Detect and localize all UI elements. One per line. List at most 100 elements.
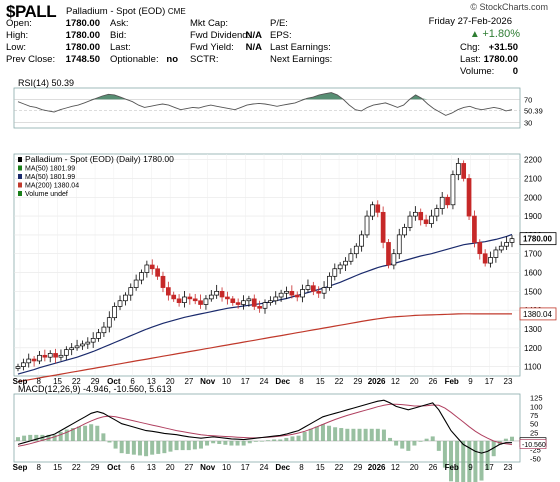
x-tick-label: 27: [184, 377, 193, 386]
x-tick-label: 22: [335, 463, 344, 472]
candle-body: [165, 287, 171, 296]
watermark: © StockCharts.com: [470, 2, 548, 12]
macd-histogram-bar: [406, 440, 411, 451]
x-tick-label: 20: [410, 463, 419, 472]
candle-body: [69, 347, 75, 351]
quote-label: Last:: [110, 42, 131, 53]
macd-tick-label: 50: [530, 420, 538, 429]
macd-histogram-bar: [473, 440, 478, 482]
quote-value: no: [166, 54, 178, 65]
macd-histogram-bar: [76, 426, 81, 441]
x-tick-label: 22: [72, 377, 81, 386]
x-tick-label: 15: [53, 463, 62, 472]
quote-value: N/A: [245, 30, 262, 41]
quote-label: EPS:: [270, 30, 292, 41]
candle-body: [423, 219, 429, 224]
macd-histogram-bar: [52, 434, 57, 441]
macd-histogram-bar: [461, 440, 466, 482]
candle-body: [300, 289, 305, 298]
quote-date: Friday 27-Feb-2026: [428, 16, 512, 27]
macd-histogram-bar: [491, 440, 496, 457]
candle-body: [305, 285, 311, 290]
x-tick-label: Nov: [200, 377, 216, 386]
x-tick-label: 12: [391, 463, 400, 472]
rsi-label: RSI(14) 50.39: [18, 78, 74, 88]
ma200-tag-label: 1380.04: [523, 310, 552, 319]
x-tick-label: 12: [391, 377, 400, 386]
up-arrow-icon: ▲: [469, 29, 480, 40]
macd-histogram-bar: [290, 436, 295, 441]
macd-histogram-bar: [113, 440, 118, 449]
ticker-symbol: $PALL: [6, 2, 57, 21]
candle-body: [348, 253, 354, 262]
candle-body: [149, 264, 155, 270]
macd-histogram-bar: [296, 435, 301, 441]
macd-histogram-bar: [89, 424, 94, 441]
macd-histogram-bar: [46, 434, 51, 441]
candle-body: [225, 296, 230, 300]
candle-body: [155, 268, 160, 277]
quote-label: High:: [6, 30, 29, 41]
macd-histogram-bar: [278, 439, 283, 441]
candle-body: [477, 242, 483, 255]
candle-body: [235, 302, 241, 305]
macd-value-tag: [519, 439, 547, 449]
quote-label: Optionable:: [110, 54, 159, 65]
x-tick-label: 6: [130, 377, 135, 386]
macd-histogram-bar: [442, 440, 447, 468]
quote-value: 1780.00: [65, 30, 100, 41]
y-tick-label: 1100: [524, 363, 542, 372]
candle-body: [445, 196, 450, 206]
quote-value: 1780.00: [65, 18, 100, 29]
candle-body: [192, 298, 198, 302]
macd-tick-label: 25: [530, 428, 538, 437]
macd-histogram-bar: [156, 440, 161, 454]
candle-body: [257, 306, 262, 309]
rsi-frame: [13, 87, 521, 129]
macd-histogram-bar: [186, 440, 191, 451]
macd-histogram-bar: [235, 440, 240, 446]
legend-entry: MA(50) 1801.99: [25, 174, 75, 181]
change-pct: ▲ +1.80%: [469, 28, 520, 40]
candle-body: [214, 290, 220, 296]
x-tick-label: 24: [260, 377, 269, 386]
quote-label: Fwd Dividend:: [190, 30, 251, 41]
y-tick-label: 1600: [524, 269, 542, 278]
x-tick-label: Sep: [13, 377, 28, 386]
quote-label: Last Earnings:: [270, 42, 331, 53]
macd-tick-label: 125: [530, 394, 543, 403]
candle-body: [386, 242, 391, 266]
macd-histogram-bar: [510, 436, 514, 441]
x-tick-label: 22: [72, 463, 81, 472]
candle-body: [160, 275, 166, 288]
candle-body: [337, 264, 343, 270]
macd-histogram-bar: [369, 428, 374, 441]
y-tick-label: 2100: [524, 174, 542, 183]
candle-body: [101, 326, 107, 334]
x-tick-label: 26: [428, 377, 437, 386]
macd-histogram-bar: [357, 428, 362, 441]
macd-histogram-bar: [16, 437, 20, 441]
candle-body: [498, 245, 504, 251]
macd-histogram-bar: [449, 440, 454, 482]
candle-body: [85, 341, 91, 345]
x-tick-label: 8: [37, 377, 42, 386]
macd-histogram-bar: [253, 440, 258, 442]
x-tick-label: 17: [241, 463, 250, 472]
macd-label: MACD(12,26,9) -4.946, -10.560, 5.613: [18, 384, 172, 394]
macd-histogram-bar: [284, 437, 289, 441]
x-tick-label: 6: [130, 463, 135, 472]
legend-swatch: [18, 157, 22, 162]
legend-swatch: [18, 174, 22, 179]
chart-area: RSI(14) 50.39 70 50.39 30 Palladium - Spot…: [13, 78, 557, 482]
candle-body: [343, 260, 348, 266]
x-axis-macd: Sep 8 15 22 29 Oct 6 13 20 27 Nov 10 17 24 Dec 8 15 22 29 2…: [13, 463, 513, 472]
rsi-tick-label: 50.39: [524, 107, 543, 116]
candle-body: [488, 257, 493, 264]
macd-histogram-bar: [70, 428, 75, 441]
macd-histogram-bar: [247, 440, 252, 444]
macd-histogram-bar: [192, 440, 197, 450]
candle-body: [42, 354, 48, 358]
macd-histogram-bar: [259, 440, 264, 442]
x-tick-label: 20: [166, 463, 175, 472]
